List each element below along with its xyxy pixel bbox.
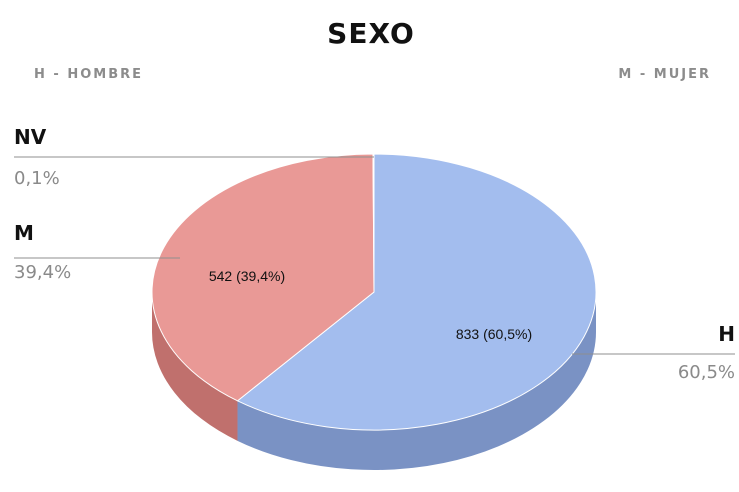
pie-slice-nv: [372, 153, 375, 293]
slice-percent-h: 60,5%: [678, 362, 735, 383]
data-label-h: 833 (60,5%): [456, 326, 532, 342]
data-label-m: 542 (39,4%): [209, 268, 285, 284]
slice-percent-m: 39,4%: [14, 262, 71, 283]
pie-slice-m: [151, 153, 375, 402]
slice-label-nv: NV: [14, 125, 47, 149]
slice-label-h: H: [718, 322, 735, 346]
pie-top-group: [151, 153, 597, 431]
chart-title: SEXO: [327, 17, 415, 50]
slice-percent-nv: 0,1%: [14, 168, 60, 189]
legend-item-hombre: H - HOMBRE: [34, 67, 143, 82]
slice-label-m: M: [14, 221, 34, 245]
pie-side-m: [152, 292, 238, 441]
pie-side-h: [237, 292, 597, 470]
legend-item-mujer: M - MUJER: [618, 67, 711, 82]
pie-slice-h: [236, 153, 597, 431]
pie-side-group: [152, 292, 597, 470]
